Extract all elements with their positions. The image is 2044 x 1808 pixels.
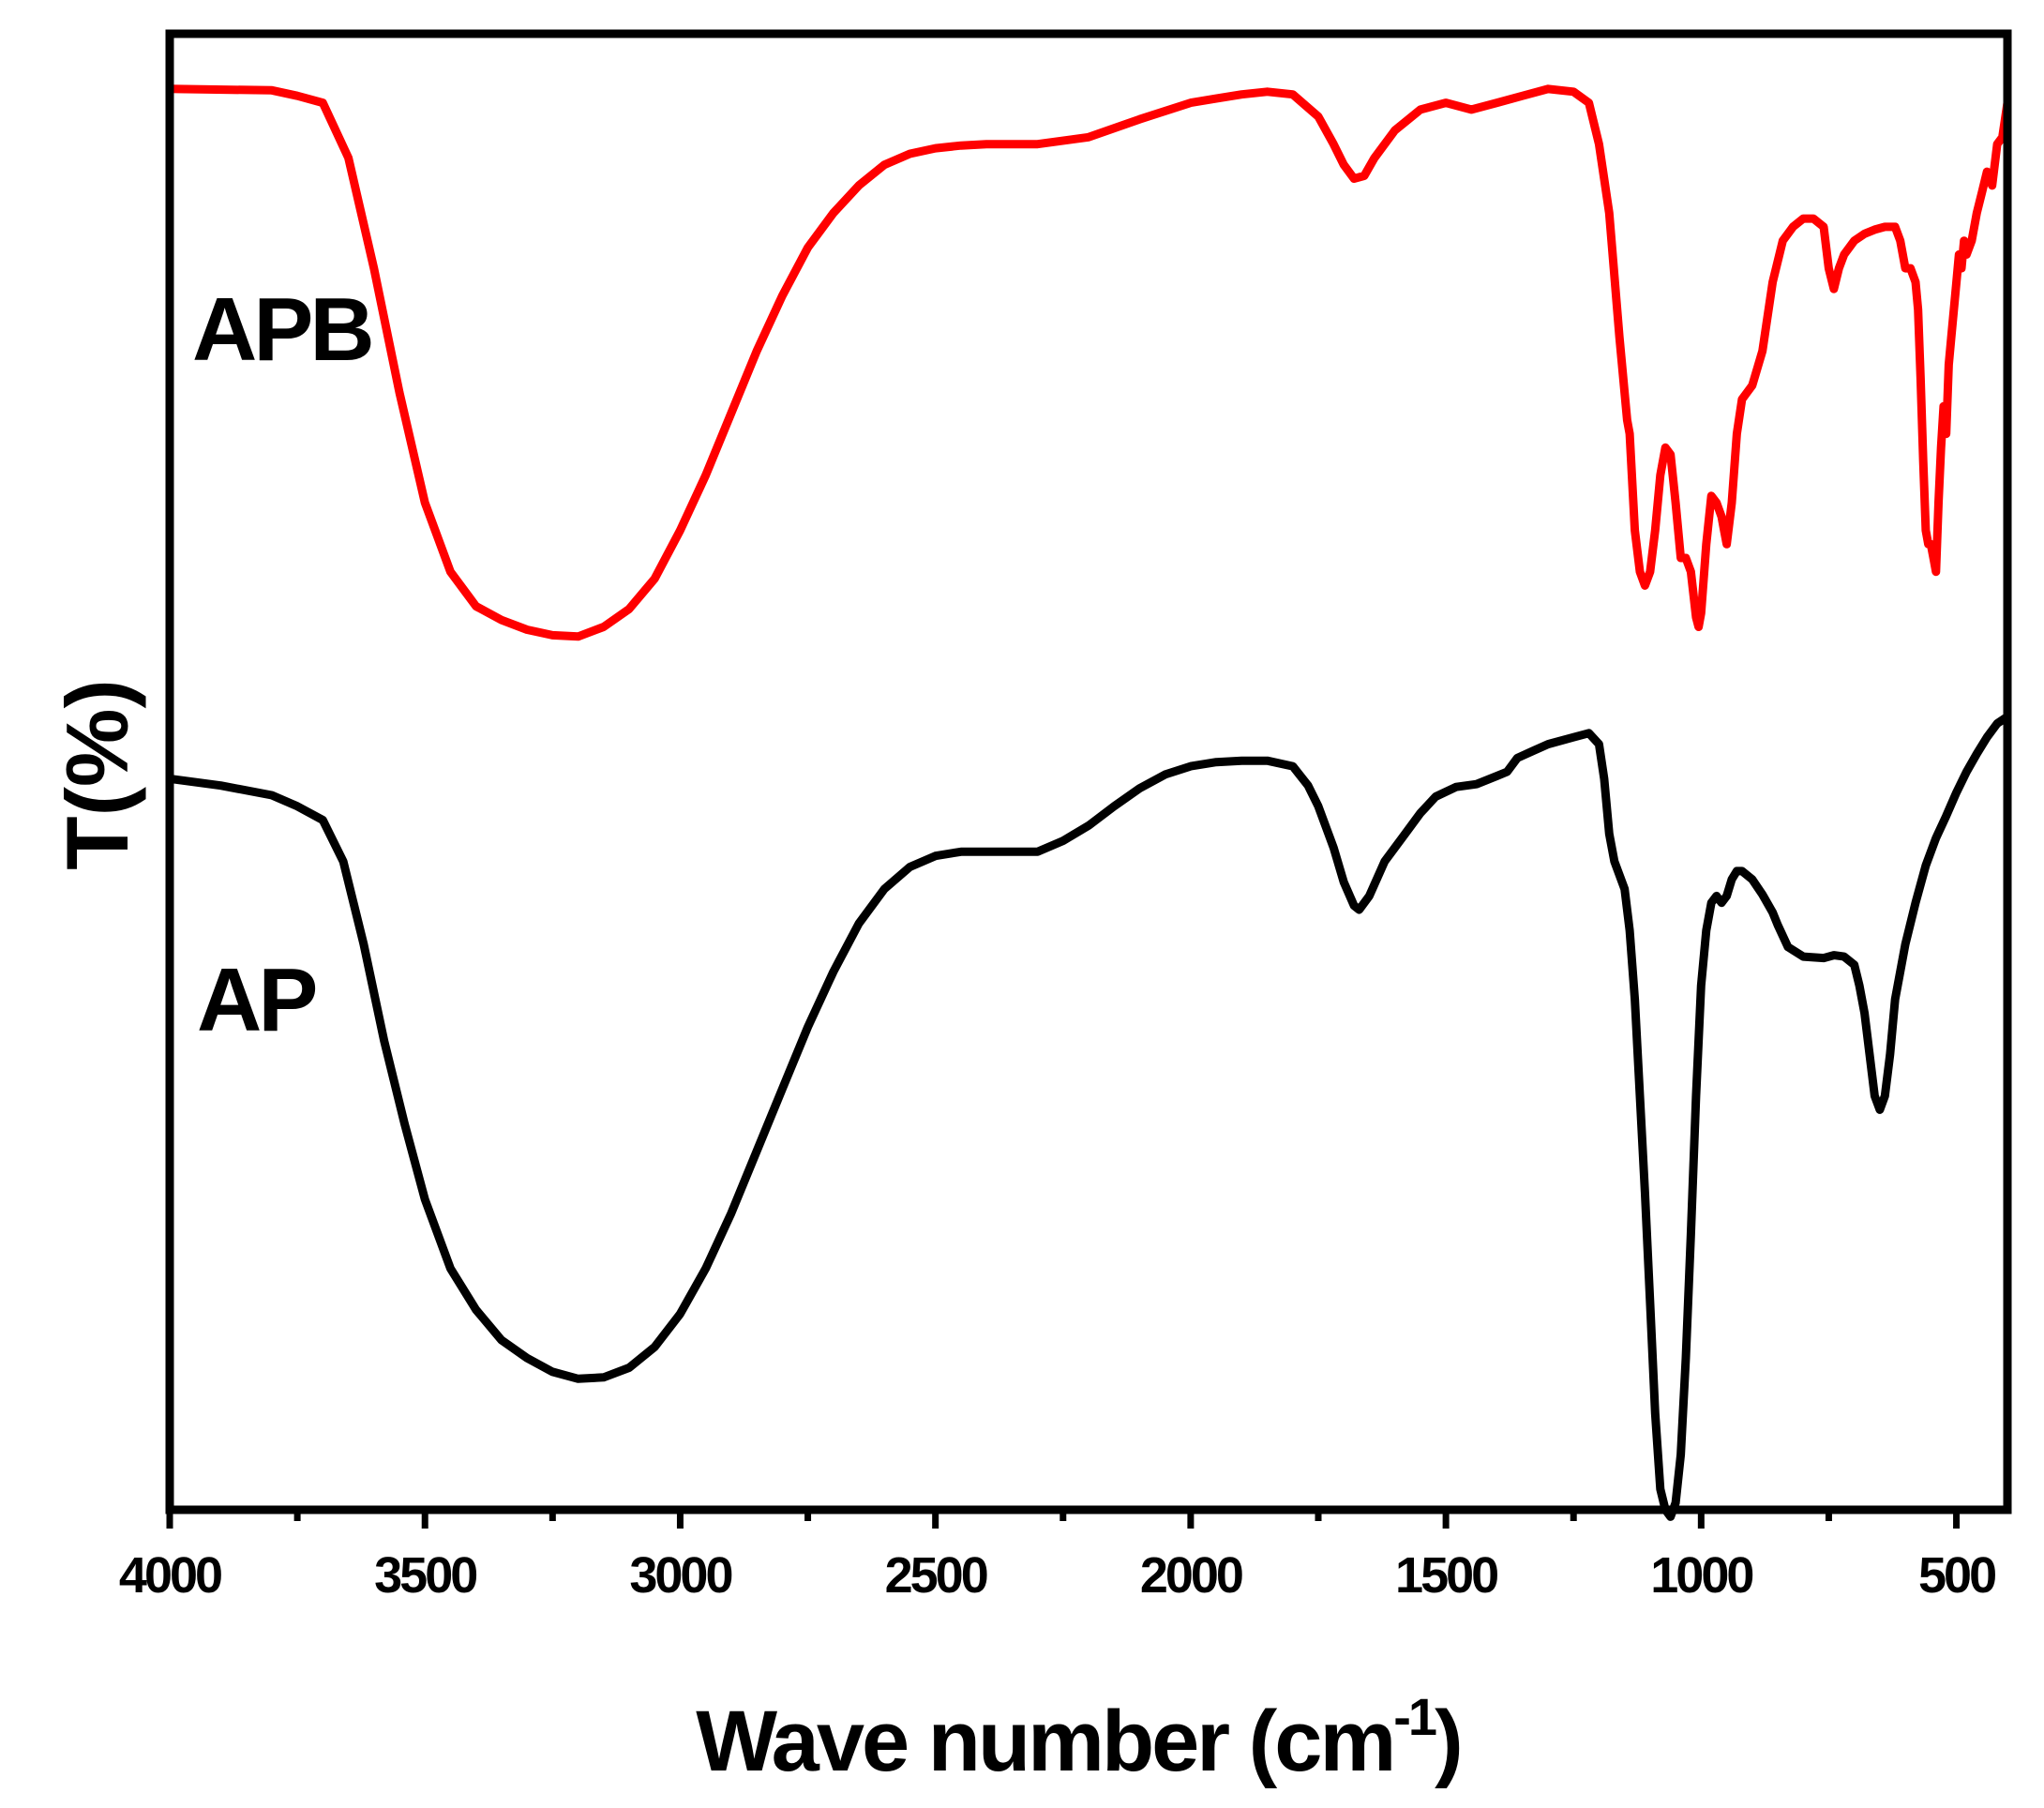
series-line-ap — [165, 712, 2012, 1521]
y-axis-title: T(%) — [48, 679, 146, 870]
x-tick-label: 4000 — [119, 1547, 221, 1604]
x-axis-title: Wave number (cm-1) — [696, 1687, 1460, 1789]
series-label-ap: AP — [197, 950, 315, 1050]
x-axis-title-close: ) — [1435, 1694, 1461, 1789]
x-ticks: 4000 3500 3000 2500 2000 1500 1000 500 — [119, 1510, 1998, 1604]
x-tick-label: 1000 — [1650, 1547, 1752, 1604]
series-line-apb — [165, 84, 2012, 641]
x-tick-label: 2500 — [885, 1547, 987, 1604]
x-tick-label: 1500 — [1395, 1547, 1497, 1604]
plot-area: 4000 3500 3000 2500 2000 1500 1000 500 — [119, 29, 2012, 1604]
x-tick-label: 3500 — [374, 1547, 476, 1604]
x-axis-title-superscript: -1 — [1393, 1687, 1436, 1746]
x-tick-label: 2000 — [1140, 1547, 1242, 1604]
series-layer — [165, 84, 2012, 1521]
series-label-apb: APB — [192, 279, 371, 380]
x-axis-title-main: Wave number (cm — [696, 1694, 1393, 1789]
x-tick-label: 500 — [1918, 1547, 1995, 1604]
x-tick-label: 3000 — [629, 1547, 731, 1604]
plot-frame — [165, 29, 2012, 1514]
